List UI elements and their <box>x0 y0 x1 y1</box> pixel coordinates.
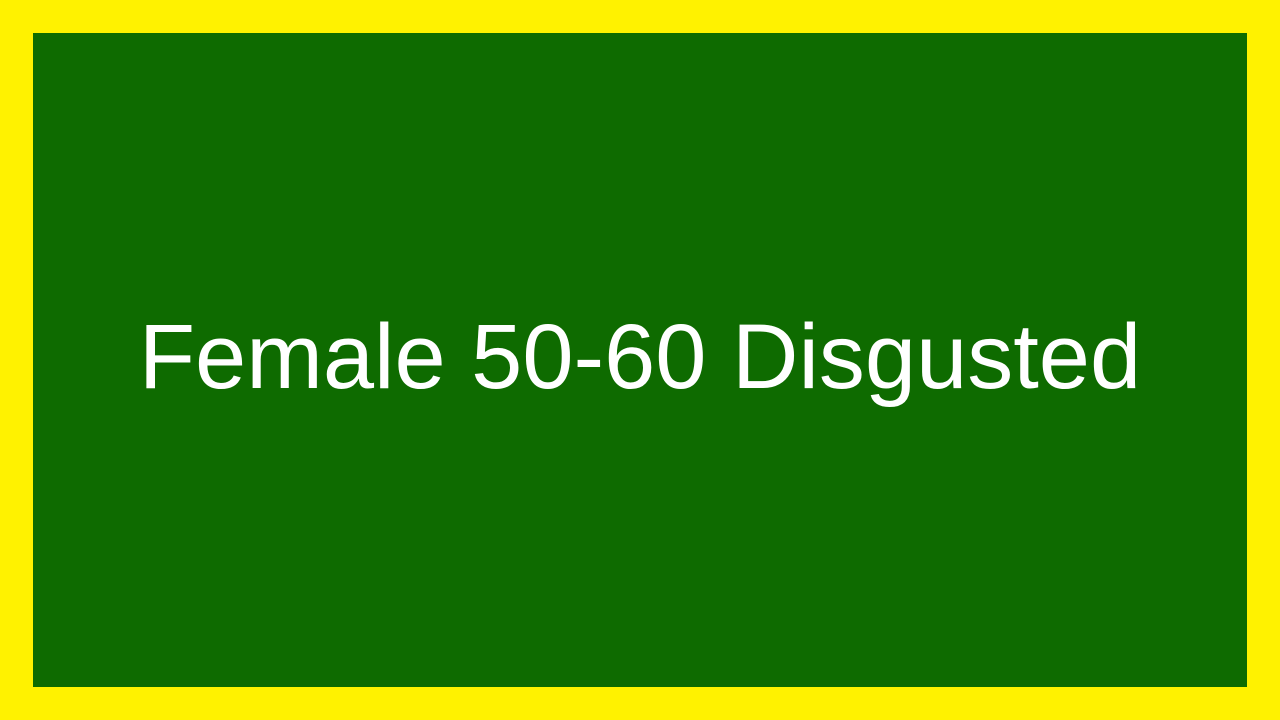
title-text: Female 50-60 Disgusted <box>138 306 1142 408</box>
green-panel: Female 50-60 Disgusted <box>33 33 1247 687</box>
